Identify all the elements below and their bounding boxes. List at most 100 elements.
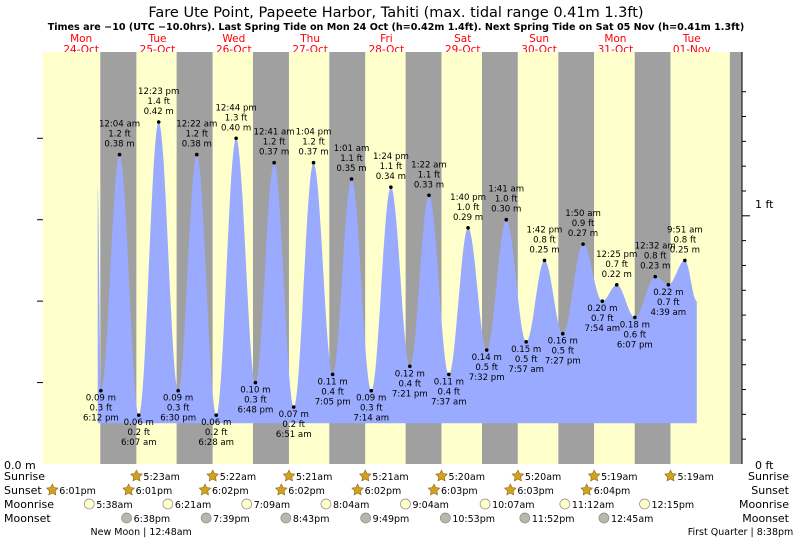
tide-high-label: 0.38 m	[104, 140, 134, 150]
sunset-time: 6:03pm	[441, 486, 478, 497]
row-label-moonset: Moonset	[4, 512, 51, 525]
tide-low-label: 6:30 pm	[160, 414, 196, 424]
tide-low-label: 0.18 m	[620, 320, 650, 330]
sun-icon	[122, 483, 135, 496]
tide-high-label: 0.37 m	[298, 148, 328, 158]
tide-point	[253, 380, 258, 385]
tide-low-label: 7:54 am	[585, 324, 621, 334]
tide-point	[633, 315, 637, 320]
moon-icon	[360, 512, 372, 524]
moon-icon	[83, 498, 95, 510]
tide-low-label: 7:32 pm	[469, 373, 505, 383]
tide-point	[195, 152, 199, 157]
tide-high-label: 0.25 m	[529, 245, 559, 255]
moonrise-time: 12:15pm	[652, 500, 695, 511]
tide-high-label: 12:32 am	[635, 242, 676, 252]
moonrise-time: 10:07am	[492, 500, 534, 511]
tide-high-label: 0.23 m	[640, 262, 670, 272]
day-band	[43, 52, 101, 464]
sun-icon	[503, 483, 517, 496]
sun-icon	[198, 483, 212, 496]
day-name: Tue	[682, 33, 701, 45]
tide-area	[97, 122, 697, 424]
row-label-sunrise-right: Sunrise	[748, 470, 789, 483]
tide-point	[117, 152, 122, 157]
tide-high-label: 0.7 ft	[605, 260, 628, 270]
moonrise-time: 9:04am	[412, 500, 448, 511]
tide-low-label: 4:39 am	[651, 308, 687, 318]
tide-point	[330, 372, 335, 377]
tide-high-label: 1.0 ft	[457, 203, 480, 213]
sunrise-time: 5:21am	[372, 472, 408, 483]
sun-icon	[282, 469, 296, 482]
tide-high-label: 0.42 m	[144, 107, 174, 117]
sun-icon	[274, 483, 288, 496]
tide-high-label: 0.33 m	[414, 180, 444, 190]
sunrise-time: 5:21am	[296, 472, 332, 483]
sun-icon	[511, 469, 525, 482]
tide-low-label: 6:07 pm	[617, 340, 653, 350]
day-name: Sat	[454, 33, 471, 45]
tide-point	[581, 242, 585, 246]
moon-icon	[241, 498, 253, 510]
day-name: Mon	[70, 33, 92, 45]
tide-high-label: 0.38 m	[182, 140, 212, 150]
moon-icon	[320, 498, 332, 510]
tide-low-label: 7:27 pm	[545, 357, 581, 367]
tide-low-label: 0.7 ft	[591, 314, 614, 324]
tide-high-label: 0.8 ft	[533, 235, 556, 245]
tide-point	[484, 348, 489, 352]
tide-high-label: 1.2 ft	[302, 138, 325, 148]
tide-low-label: 0.09 m	[356, 394, 386, 404]
sunrise-time: 5:20am	[449, 472, 485, 483]
tide-point	[234, 136, 238, 141]
moonset-time: 11:52pm	[532, 514, 575, 525]
tide-point	[427, 193, 431, 198]
tide-low-label: 0.4 ft	[321, 387, 344, 397]
day-name: Fri	[380, 33, 393, 45]
tide-high-label: 1:01 am	[334, 144, 370, 154]
tide-low-label: 7:21 pm	[392, 389, 428, 399]
sun-icon	[130, 469, 143, 482]
moonset-time: 8:43pm	[293, 514, 330, 525]
tide-high-label: 1.2 ft	[263, 138, 286, 148]
tide-low-label: 0.3 ft	[167, 404, 190, 414]
tide-low-label: 0.2 ft	[127, 428, 150, 438]
tide-high-label: 1:41 am	[488, 185, 524, 195]
tide-high-label: 9:51 am	[667, 225, 703, 235]
sunset-time: 6:02pm	[288, 486, 325, 497]
tide-high-label: 1.2 ft	[185, 130, 208, 140]
tide-high-label: 1.3 ft	[225, 113, 248, 123]
tide-high-label: 12:23 pm	[138, 87, 179, 97]
day-name: Tue	[148, 33, 167, 45]
moon-icon	[639, 498, 650, 510]
day-name: Mon	[604, 33, 626, 45]
tide-high-label: 1:50 am	[565, 209, 601, 219]
tide-high-label: 12:04 am	[99, 120, 140, 130]
tide-high-label: 1:22 am	[411, 160, 447, 170]
tide-high-label: 12:25 pm	[596, 250, 637, 260]
tide-low-label: 0.6 ft	[624, 330, 647, 340]
tide-low-label: 6:07 am	[121, 438, 157, 448]
tide-low-label: 0.2 ft	[205, 428, 228, 438]
tide-low-label: 0.12 m	[395, 369, 425, 379]
tide-point	[542, 258, 547, 263]
tide-low-label: 0.22 m	[653, 288, 683, 298]
sun-icon	[427, 483, 441, 496]
sunset-time: 6:01pm	[59, 486, 96, 497]
tide-high-label: 0.25 m	[670, 245, 700, 255]
tide-point	[272, 160, 276, 165]
tide-point	[504, 217, 509, 222]
tide-low-label: 6:28 am	[198, 438, 234, 448]
tide-point	[666, 283, 671, 287]
sunrise-time: 5:22am	[220, 472, 256, 483]
tide-high-label: 12:44 pm	[215, 103, 256, 113]
astronomy-rows: Sunrise Sunset Moonrise Moonset Sunrise …	[4, 469, 793, 538]
tide-high-label: 0.27 m	[568, 229, 598, 239]
row-label-moonset-right: Moonset	[742, 512, 789, 525]
tide-point	[447, 372, 451, 377]
sunset-time: 6:02pm	[212, 486, 249, 497]
tide-point	[614, 283, 619, 287]
tide-point	[683, 258, 687, 263]
